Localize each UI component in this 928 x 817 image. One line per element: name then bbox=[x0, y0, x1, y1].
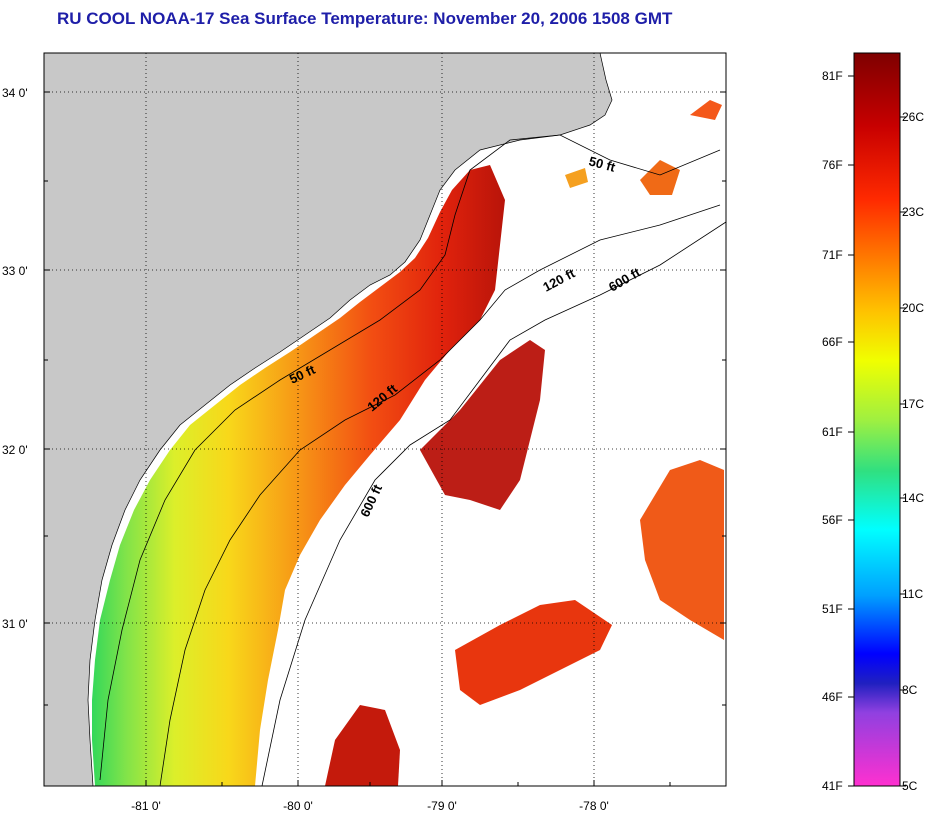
warm-patch-ne bbox=[690, 100, 722, 120]
colorbar-c-label: 14C bbox=[902, 491, 924, 505]
contour-50ft bbox=[99, 134, 721, 781]
contour-600ft bbox=[261, 221, 726, 786]
colorbar-f-label: 81F bbox=[822, 69, 843, 83]
colorbar bbox=[853, 52, 901, 787]
warm-patch-north bbox=[640, 160, 680, 195]
map-frame bbox=[43, 52, 727, 787]
colorbar-c-label: 11C bbox=[902, 587, 923, 601]
warm-patch-small bbox=[565, 168, 588, 188]
colorbar-f-label: 76F bbox=[822, 158, 843, 172]
map-title: RU COOL NOAA-17 Sea Surface Temperature:… bbox=[57, 9, 673, 28]
contour-label: 50 ft bbox=[587, 153, 617, 175]
lat-label: 33 0' bbox=[2, 264, 28, 278]
lon-label: -81 0' bbox=[131, 799, 161, 813]
lon-label: -80 0' bbox=[283, 799, 313, 813]
colorbar-c-label: 26C bbox=[902, 110, 924, 124]
lon-label: -78 0' bbox=[579, 799, 609, 813]
warm-patch-south bbox=[325, 705, 400, 786]
land-area bbox=[44, 53, 613, 786]
colorbar-f-label: 66F bbox=[822, 335, 843, 349]
contour-120ft bbox=[159, 204, 721, 786]
colorbar-c-label: 17C bbox=[902, 397, 924, 411]
warm-patch-far-east bbox=[640, 460, 724, 640]
colorbar-f-label: 56F bbox=[822, 513, 843, 527]
lat-label: 31 0' bbox=[2, 617, 28, 631]
sst-nearshore-band bbox=[92, 165, 505, 786]
colorbar-c-label: 8C bbox=[902, 683, 918, 697]
colorbar-c-label: 23C bbox=[902, 205, 924, 219]
colorbar-f-label: 71F bbox=[822, 248, 843, 262]
lat-label: 32 0' bbox=[2, 443, 28, 457]
graticule bbox=[44, 53, 726, 786]
colorbar-f-label: 46F bbox=[822, 690, 843, 704]
colorbar-c-label: 20C bbox=[902, 301, 924, 315]
colorbar-ticks bbox=[848, 75, 906, 787]
colorbar-f-label: 41F bbox=[822, 779, 843, 793]
lat-label: 34 0' bbox=[2, 86, 28, 100]
colorbar-f-label: 61F bbox=[822, 425, 843, 439]
gulf-stream-warm bbox=[420, 340, 545, 510]
colorbar-f-label: 51F bbox=[822, 602, 843, 616]
colorbar-c-label: 5C bbox=[902, 779, 918, 793]
warm-patch-east bbox=[455, 600, 612, 705]
axis-ticks bbox=[44, 91, 726, 786]
lon-label: -79 0' bbox=[427, 799, 457, 813]
